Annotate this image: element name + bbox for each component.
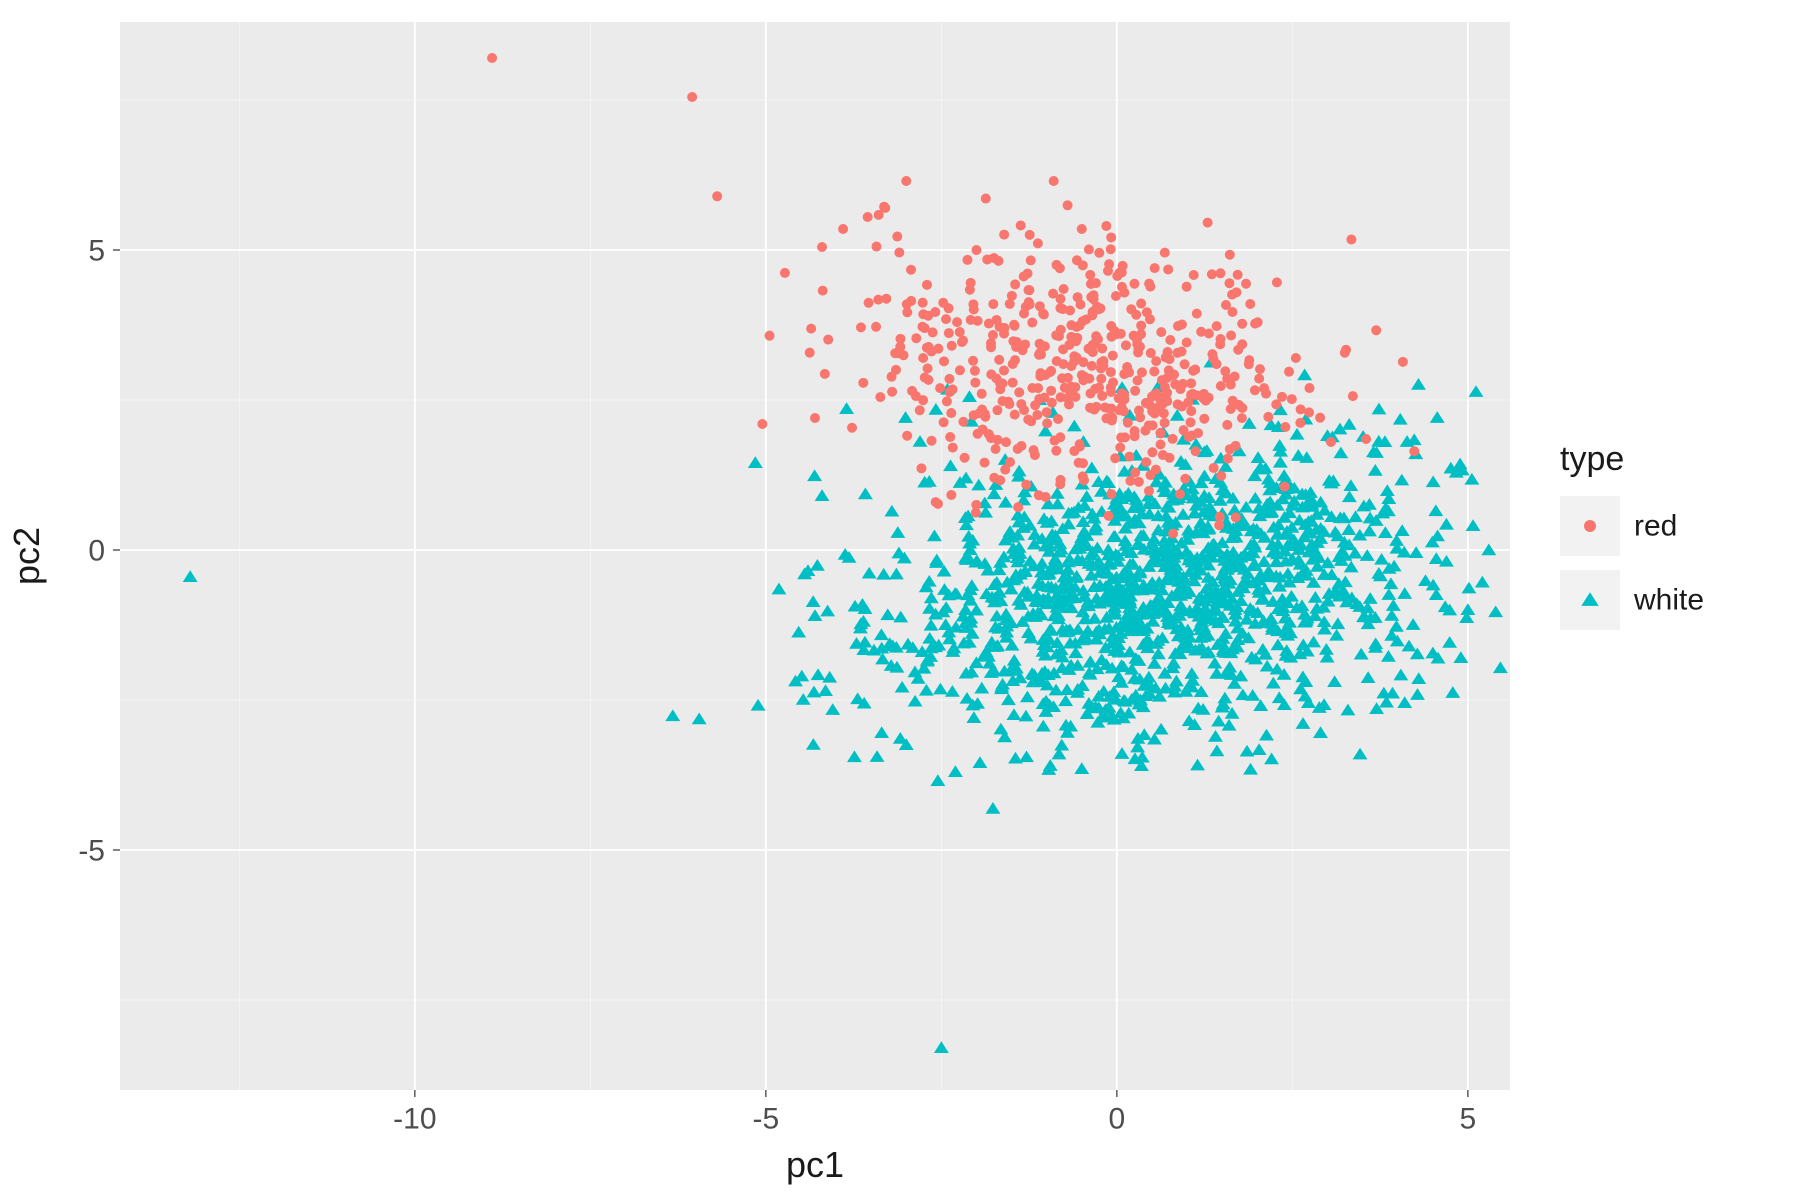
x-tick-label: -5 bbox=[753, 1103, 780, 1136]
y-tick-label: -5 bbox=[78, 835, 105, 868]
legend-label-red: red bbox=[1634, 510, 1677, 543]
legend-label-white: white bbox=[1633, 584, 1704, 617]
chart-svg: -10 -5 0 5 -5 0 5 pc1 pc2 typered white bbox=[0, 0, 1800, 1200]
legend-title: type bbox=[1560, 440, 1624, 478]
y-tick-label: 5 bbox=[88, 235, 105, 268]
scatter-chart: -10 -5 0 5 -5 0 5 pc1 pc2 typered white bbox=[0, 0, 1800, 1200]
x-tick-label: -10 bbox=[393, 1103, 436, 1136]
y-axis-title: pc2 bbox=[6, 527, 47, 585]
x-tick-label: 5 bbox=[1460, 1103, 1477, 1136]
x-tick-label: 0 bbox=[1109, 1103, 1126, 1136]
y-tick-label: 0 bbox=[88, 535, 105, 568]
x-axis-title: pc1 bbox=[786, 1144, 844, 1185]
